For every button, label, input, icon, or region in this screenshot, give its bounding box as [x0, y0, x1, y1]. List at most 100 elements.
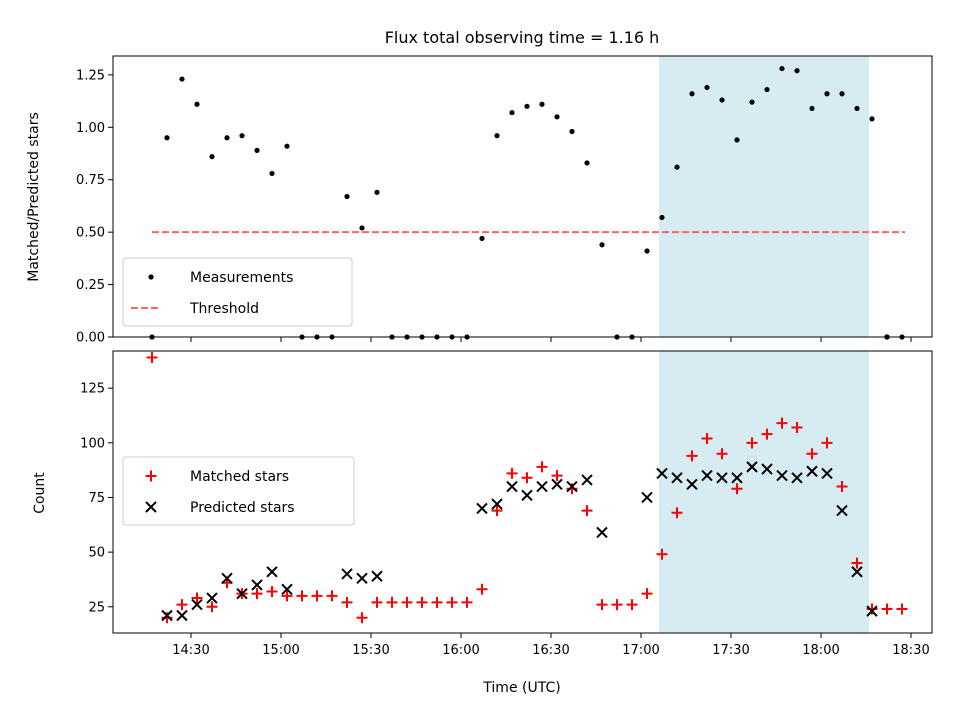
- predicted-star-point: [191, 598, 203, 611]
- predicted-star-point: [866, 605, 878, 617]
- measurement-point: [749, 99, 755, 105]
- x-tick-label: 17:30: [712, 643, 749, 658]
- predicted-star-point: [491, 498, 503, 510]
- measurement-point: [779, 65, 785, 72]
- measurement-point: [374, 189, 380, 195]
- matched-star-point: [656, 548, 668, 560]
- predicted-star-point: [371, 570, 383, 582]
- top-highlight-span: [659, 56, 869, 337]
- measurement-point: [659, 214, 665, 221]
- matched-star-point: [206, 601, 218, 613]
- measurement-point: [239, 133, 245, 139]
- x-tick-label: 15:00: [262, 643, 299, 658]
- measurement-point: [734, 137, 740, 143]
- matched-star-point: [761, 428, 773, 440]
- matched-star-point: [311, 590, 323, 602]
- matched-star-point: [251, 588, 263, 600]
- matched-star-point: [641, 588, 653, 600]
- chart-title: Flux total observing time = 1.16 h: [385, 28, 660, 47]
- measurement-point: [209, 154, 215, 160]
- predicted-star-point: [341, 568, 353, 580]
- matched-star-point: [476, 583, 488, 595]
- predicted-star-point: [521, 489, 533, 501]
- measurement-point: [254, 147, 260, 153]
- matched-star-point: [506, 467, 518, 479]
- matched-star-point: [431, 596, 443, 608]
- predicted-star-point: [851, 566, 863, 578]
- measurement-point: [764, 86, 770, 93]
- measurement-point: [524, 103, 530, 109]
- matched-star-point: [266, 585, 278, 597]
- measurement-point: [704, 84, 710, 91]
- matched-star-point: [596, 599, 608, 611]
- top-y-axis-label: Matched/Predicted stars: [26, 112, 42, 282]
- measurement-point: [269, 170, 275, 177]
- matched-star-point: [566, 483, 578, 495]
- predicted-star-point: [686, 478, 698, 491]
- bottom-panel: 14:30 15:00 15:30 16:00 16:30 17:00 17:30 18:00…: [80, 350, 933, 658]
- matched-star-point: [806, 448, 818, 460]
- matched-star-point: [341, 596, 353, 608]
- matched-star-point: [446, 596, 458, 608]
- measurement-point: [809, 105, 815, 112]
- predicted-star-point: [176, 609, 188, 622]
- predicted-star-point: [701, 469, 713, 482]
- predicted-star-point: [791, 472, 803, 484]
- measurement-point: [179, 76, 185, 82]
- predicted-star-point: [506, 480, 518, 493]
- matched-star-point: [521, 472, 533, 484]
- measurement-point: [839, 91, 845, 97]
- predicted-star-point: [731, 472, 743, 484]
- predicted-star-point: [536, 480, 548, 493]
- measurement-point: [539, 101, 545, 107]
- x-tick-label: 14:30: [172, 643, 209, 658]
- bottom-y-tick-label: 50: [88, 546, 105, 561]
- bottom-y-tick-label: 125: [80, 382, 105, 397]
- predicted-star-point: [206, 592, 218, 604]
- predicted-star-point: [236, 587, 248, 600]
- measurement-point: [689, 91, 695, 97]
- measurement-point: [224, 135, 230, 141]
- bottom-axes-frame: [112, 350, 933, 634]
- legend-label: Matched stars: [190, 469, 289, 485]
- legend-marker-matched: [145, 470, 157, 482]
- bottom-y-tick-label: 100: [80, 436, 105, 451]
- top-legend: Measurements Threshold: [122, 257, 353, 327]
- predicted-star-point: [581, 474, 593, 486]
- predicted-star-point: [761, 463, 773, 475]
- matched-star-point: [386, 596, 398, 608]
- top-legend-box: [122, 257, 353, 327]
- measurement-point: [719, 97, 725, 103]
- legend-label: Measurements: [190, 270, 293, 286]
- matched-star-point: [461, 596, 473, 608]
- x-tick-label: 16:30: [532, 643, 569, 658]
- measurement-point: [854, 105, 860, 112]
- measurement-point: [509, 110, 515, 116]
- matched-star-point: [296, 590, 308, 602]
- bottom-y-tick-label: 25: [88, 600, 105, 615]
- measurement-point: [869, 116, 875, 122]
- measurement-point: [194, 101, 200, 107]
- matched-star-point: [686, 450, 698, 462]
- measurement-point: [494, 133, 500, 139]
- matched-star-point: [491, 505, 503, 517]
- bottom-legend: Matched stars Predicted stars: [122, 456, 355, 526]
- predicted-star-point: [656, 467, 668, 480]
- predicted-star-point: [821, 467, 833, 480]
- predicted-star-point: [566, 480, 578, 493]
- matched-star-point: [851, 557, 863, 569]
- measurement-point: [359, 225, 365, 231]
- matched-star-point: [191, 592, 203, 604]
- predicted-star-point: [746, 461, 758, 473]
- legend-marker-measurements: [148, 274, 154, 280]
- predicted-star-point: [161, 609, 173, 622]
- top-y-tick-label: 0.00: [76, 331, 105, 346]
- matched-star-point: [611, 599, 623, 611]
- matched-star-point: [146, 352, 158, 364]
- matched-star-point: [356, 612, 368, 624]
- predicted-star-point: [356, 572, 368, 585]
- measurement-point: [824, 91, 830, 97]
- predicted-star-point: [776, 469, 788, 482]
- top-y-tick-label: 0.75: [76, 173, 105, 188]
